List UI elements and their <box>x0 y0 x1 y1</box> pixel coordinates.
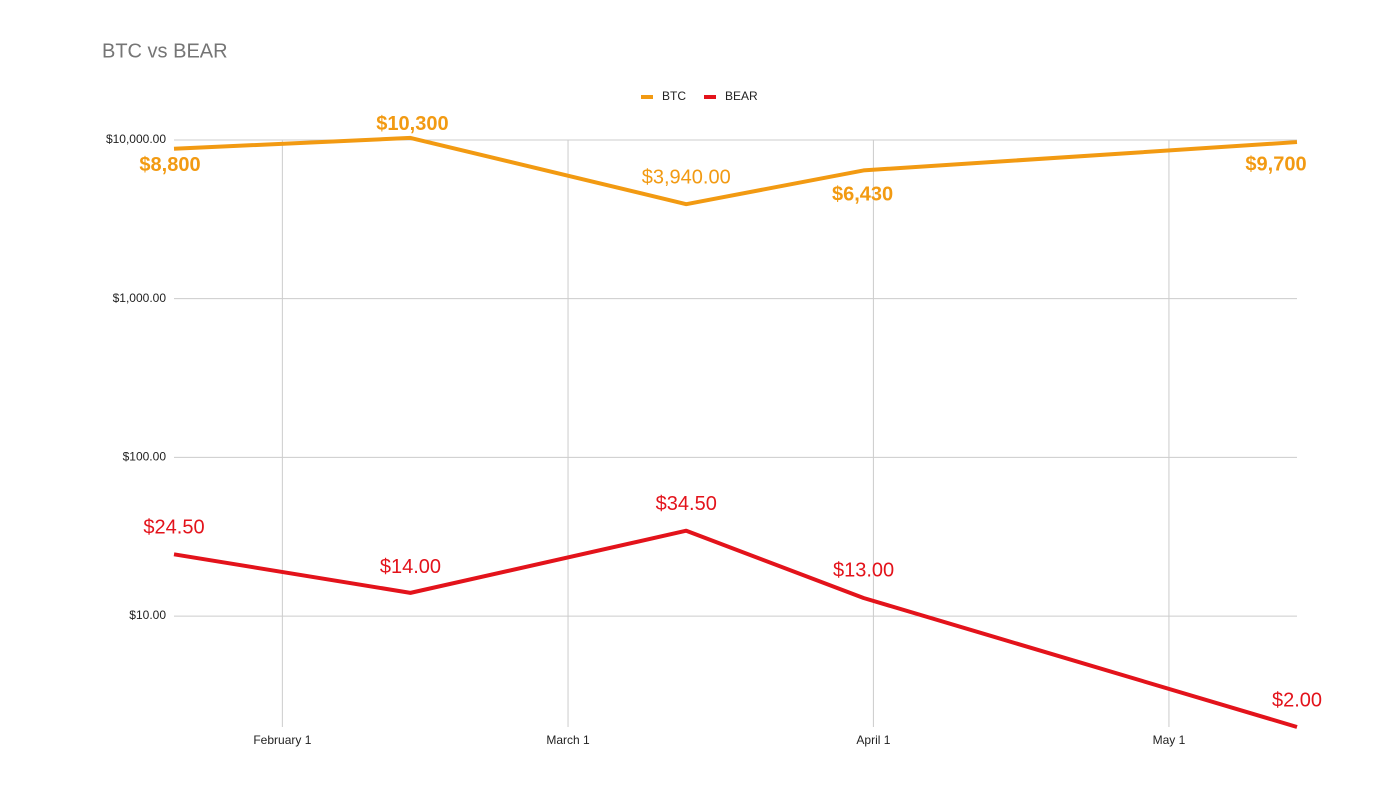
series-line <box>173 528 1298 729</box>
data-label: $10,300 <box>376 113 448 135</box>
data-label: $2.00 <box>1272 689 1322 711</box>
data-label: $3,940.00 <box>642 166 731 188</box>
x-tick-label: April 1 <box>856 733 890 747</box>
data-label: $8,800 <box>139 154 200 176</box>
y-tick-label: $1,000.00 <box>113 291 167 305</box>
data-label: $24.50 <box>143 517 204 539</box>
legend-label: BEAR <box>725 89 758 103</box>
series-line <box>173 135 1298 207</box>
data-label: $14.00 <box>380 556 441 578</box>
data-label: $6,430 <box>832 184 893 206</box>
data-label: $9,700 <box>1245 153 1306 175</box>
legend-label: BTC <box>662 89 686 103</box>
y-tick-label: $100.00 <box>123 450 167 464</box>
x-tick-label: March 1 <box>546 733 590 747</box>
data-label: $34.50 <box>656 493 717 515</box>
x-tick-label: February 1 <box>253 733 311 747</box>
x-tick-label: May 1 <box>1153 733 1186 747</box>
y-tick-label: $10,000.00 <box>106 132 166 146</box>
y-tick-label: $10.00 <box>129 608 166 622</box>
data-label: $13.00 <box>833 559 894 581</box>
chart-title: BTC vs BEAR <box>102 40 228 62</box>
